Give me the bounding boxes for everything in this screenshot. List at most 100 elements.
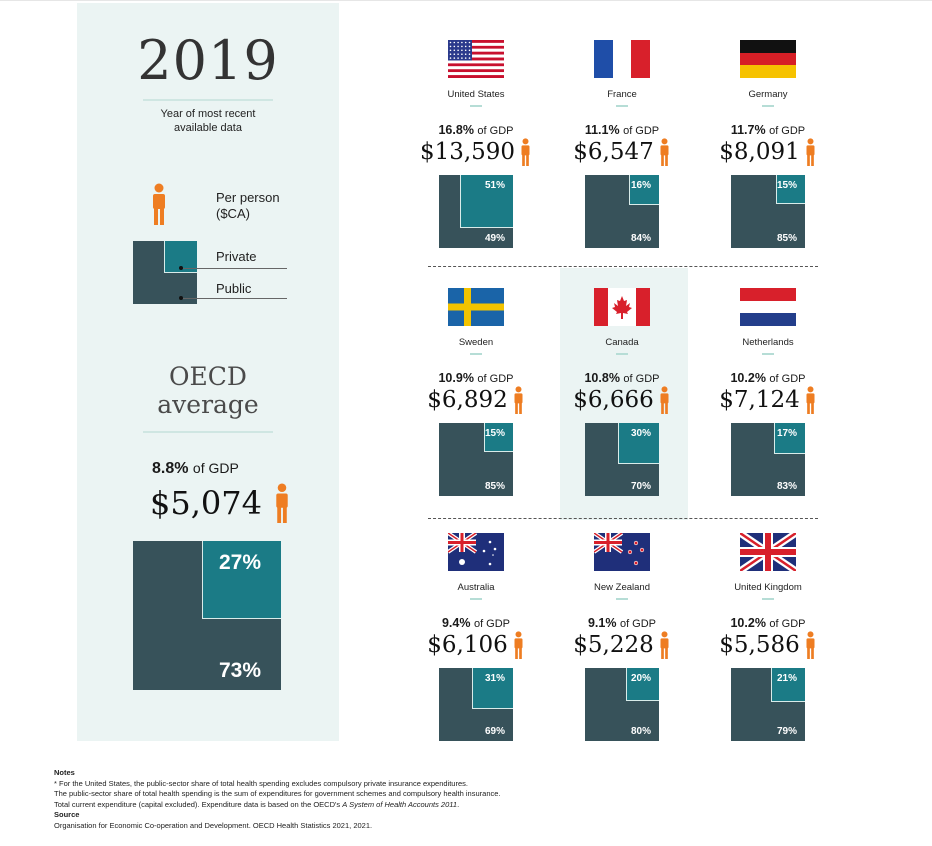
country-card: United States 16.8% of GDP $13,590 51% 4… <box>396 40 556 275</box>
country-gdp: 10.9% of GDP <box>396 371 556 385</box>
gdp-suffix: of GDP <box>769 373 806 385</box>
country-gdp: 10.2% of GDP <box>688 371 848 385</box>
gdp-pct: 9.1% <box>587 616 617 630</box>
country-gdp: 11.7% of GDP <box>688 123 848 137</box>
person-icon <box>276 483 289 523</box>
person-icon <box>514 631 523 659</box>
private-share-square <box>472 668 513 709</box>
country-cost-row: $6,666 <box>542 386 702 414</box>
country-name: Canada <box>605 337 639 348</box>
oecd-cost-row: $5,074 <box>150 483 292 523</box>
gdp-suffix: of GDP <box>477 125 514 137</box>
public-share-label: 84% <box>631 233 652 244</box>
country-card: France 11.1% of GDP $6,547 16% 84% <box>542 40 702 275</box>
canada-flag <box>594 288 650 326</box>
person-icon <box>806 138 815 166</box>
divider <box>143 431 273 433</box>
divider <box>762 353 774 355</box>
public-share-label: 83% <box>777 481 798 492</box>
notes: Notes * For the United States, the publi… <box>54 768 501 832</box>
note-line: Total current expenditure (capital exclu… <box>54 799 460 809</box>
divider <box>616 105 628 107</box>
legend-public-marker <box>179 296 183 300</box>
divider <box>470 105 482 107</box>
private-share-square <box>629 175 659 205</box>
cost-per-person: $8,091 <box>719 139 800 165</box>
cost-per-person: $7,124 <box>719 387 800 413</box>
country-gdp: 16.8% of GDP <box>396 123 556 137</box>
country-name: United States <box>447 89 505 100</box>
gdp-pct: 16.8% <box>438 123 474 137</box>
divider <box>762 105 774 107</box>
source-text: Organisation for Economic Co-operation a… <box>54 820 373 830</box>
private-share-label: 16% <box>631 180 652 191</box>
private-share-square <box>484 423 513 452</box>
person-icon <box>806 631 815 659</box>
gdp-pct: 9.4% <box>441 616 471 630</box>
person-icon <box>153 183 165 225</box>
legend-private-label: Private <box>216 249 257 264</box>
private-share-label: 20% <box>631 673 652 684</box>
public-share-label: 69% <box>485 726 506 737</box>
summary-sidebar: 2019 Year of most recent available data … <box>77 3 339 741</box>
country-name: New Zealand <box>594 582 650 593</box>
gdp-suffix: of GDP <box>769 125 806 137</box>
person-icon <box>514 386 523 414</box>
country-gdp: 10.2% of GDP <box>688 616 848 630</box>
oecd-private-square <box>202 541 281 619</box>
gdp-suffix: of GDP <box>619 618 657 630</box>
cost-per-person: $13,590 <box>419 139 516 165</box>
country-cost-row: $6,106 <box>396 631 556 659</box>
source-heading: Source <box>54 810 80 820</box>
country-name: Australia <box>457 582 495 593</box>
private-share-label: 15% <box>777 180 798 191</box>
note-line: The public-sector share of total health … <box>54 789 501 799</box>
country-name: Sweden <box>458 337 494 348</box>
country-gdp: 11.1% of GDP <box>542 123 702 137</box>
divider <box>470 598 482 600</box>
row-separator <box>428 518 818 519</box>
divider <box>762 598 774 600</box>
oecd-gdp: 8.8% of GDP <box>152 460 239 478</box>
private-share-square <box>618 423 659 464</box>
country-name: United Kingdom <box>734 582 802 593</box>
legend-private-square <box>164 241 197 273</box>
legend-public-leader <box>183 298 287 299</box>
divider <box>616 598 628 600</box>
gdp-pct: 10.2% <box>730 616 766 630</box>
country-card: Germany 11.7% of GDP $8,091 15% 85% <box>688 40 848 275</box>
oecd-private-label: 27% <box>219 551 262 574</box>
year-heading: 2019 <box>137 29 279 92</box>
divider <box>616 353 628 355</box>
gdp-pct: 10.8% <box>584 371 620 385</box>
country-gdp: 10.8% of GDP <box>542 371 702 385</box>
us-flag <box>448 40 504 78</box>
divider <box>470 353 482 355</box>
country-gdp: 9.1% of GDP <box>542 616 702 630</box>
person-icon <box>660 631 669 659</box>
cost-per-person: $6,106 <box>427 632 508 658</box>
country-card: New Zealand 9.1% of GDP $5,228 20% 80% <box>542 533 702 768</box>
person-icon <box>521 138 530 166</box>
gdp-pct: 11.7% <box>730 123 766 137</box>
gdp-pct: 11.1% <box>584 123 620 137</box>
country-name: Germany <box>748 89 788 100</box>
divider <box>143 99 273 101</box>
person-icon <box>660 138 669 166</box>
oecd-gdp-suffix: of GDP <box>192 460 239 476</box>
year-caption: Year of most recent available data <box>160 108 256 134</box>
gdp-pct: 10.2% <box>730 371 766 385</box>
legend-private-marker <box>179 266 183 270</box>
gdp-suffix: of GDP <box>769 618 806 630</box>
uk-flag <box>740 533 796 571</box>
oecd-gdp-pct: 8.8% <box>152 460 189 477</box>
gdp-suffix: of GDP <box>473 618 511 630</box>
oecd-cost: $5,074 <box>150 484 262 522</box>
private-share-label: 15% <box>485 428 506 439</box>
country-cost-row: $5,586 <box>688 631 848 659</box>
country-card: Australia 9.4% of GDP $6,106 31% 69% <box>396 533 556 768</box>
private-share-square <box>460 175 513 228</box>
country-name: France <box>607 89 637 100</box>
public-share-label: 85% <box>485 481 506 492</box>
person-icon <box>660 386 669 414</box>
